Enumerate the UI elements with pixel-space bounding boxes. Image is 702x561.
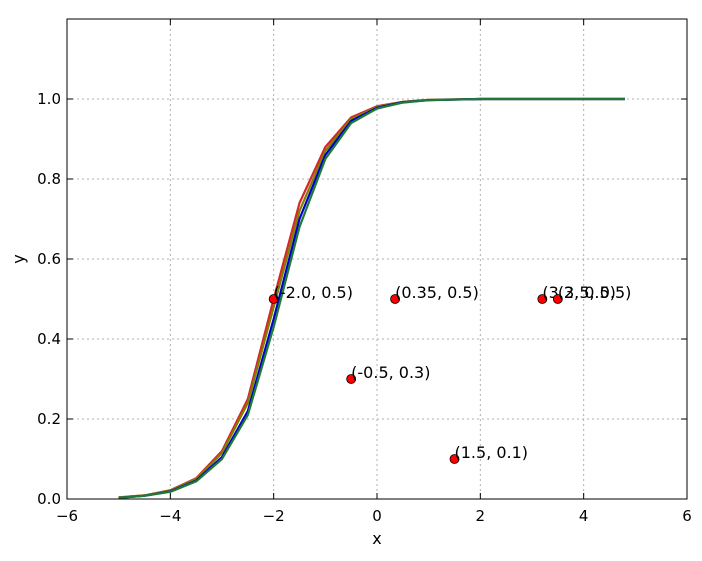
point-label: (3.5, 0.5) [558,283,632,302]
y-tick-label: 0.8 [37,170,61,188]
y-tick-label: 0.0 [37,490,61,508]
point-label: (-0.5, 0.3) [351,363,430,382]
data-point [449,454,460,464]
x-tick-label: 6 [682,507,692,525]
x-tick-label: 0 [372,507,382,525]
points-group: (-2.0, 0.5) (-0.5, 0.3) (0.35, 0.5) (1.5, 0… [268,283,632,464]
series-group [118,97,625,499]
x-tick-label: 2 [476,507,486,525]
data-point [537,294,548,304]
series-line-3 [118,97,625,499]
point-label: (-2.0, 0.5) [274,283,353,302]
x-tick-label: 4 [579,507,589,525]
x-tick-label: −4 [159,507,181,525]
y-tick-label: 0.6 [37,250,61,268]
data-point [552,294,563,304]
point-label: (1.5, 0.1) [455,443,529,462]
y-axis-label: y [9,254,28,263]
point-label: (0.35, 0.5) [395,283,479,302]
y-tick-label: 0.4 [37,330,61,348]
x-tick-label: −2 [263,507,285,525]
x-axis-label: x [372,529,381,548]
data-point [390,294,400,304]
y-tick-label: 1.0 [37,90,61,108]
y-tick-label: 0.2 [37,410,61,428]
data-point [268,294,279,304]
ticks-group: −6 −4 −2 0 2 4 6 0.0 0.2 0.4 0.6 0.8 1.0 [37,19,692,525]
data-point [346,374,357,384]
x-tick-label: −6 [56,507,78,525]
